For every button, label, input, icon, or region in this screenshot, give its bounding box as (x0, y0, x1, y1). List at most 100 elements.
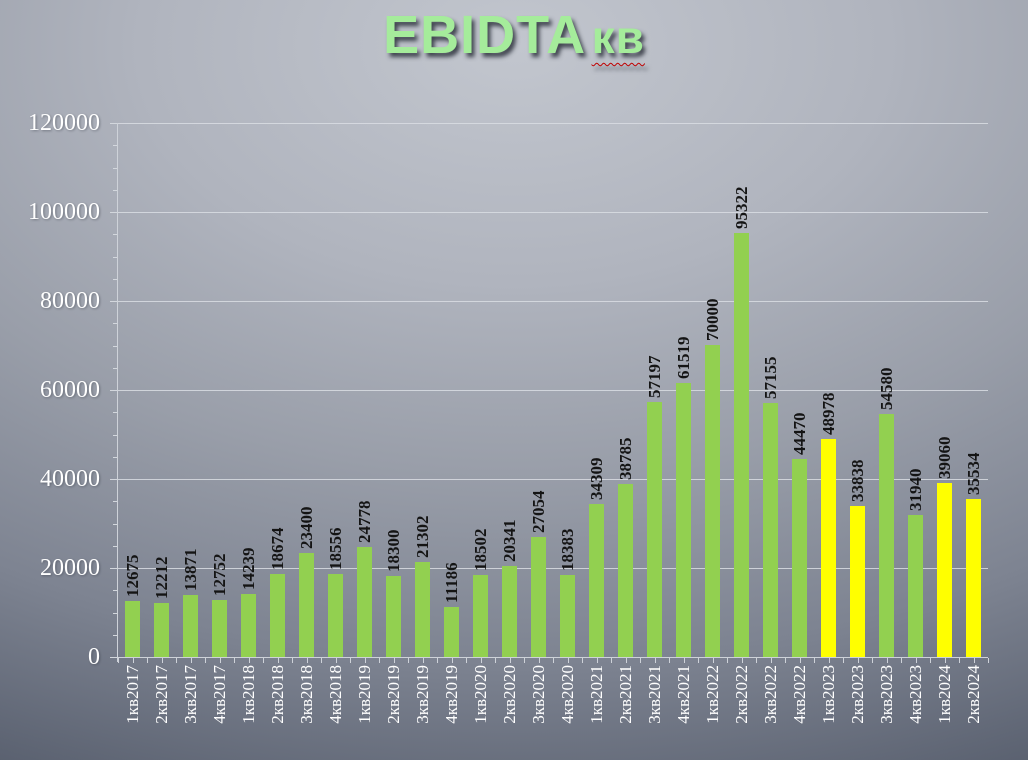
bar-value-label: 23400 (296, 506, 316, 550)
bar-4кв2023 (908, 515, 923, 657)
bar-2кв2017 (154, 603, 169, 657)
chart-title-main: EBIDTA (383, 5, 587, 65)
bar-value-label: 57155 (760, 356, 780, 400)
y-axis-minor-tick (113, 456, 118, 458)
bar-value-label: 31940 (905, 468, 925, 512)
bar-4кв2022 (792, 459, 807, 657)
y-axis-major-tick (110, 479, 118, 480)
bar-1кв2020 (473, 575, 488, 657)
bar-1кв2019 (357, 547, 372, 657)
x-axis-tick (582, 658, 583, 663)
x-axis-tick (959, 658, 960, 663)
y-gridline (118, 122, 988, 124)
y-axis-minor-tick (113, 545, 118, 547)
y-axis-minor-tick (113, 189, 118, 191)
x-axis-tick (683, 658, 685, 663)
y-axis-tick-label: 80000 (40, 288, 100, 314)
x-axis-category-label: 4кв2021 (673, 665, 693, 724)
bar-4кв2021 (676, 383, 691, 657)
x-axis-tick (263, 658, 264, 663)
bar-value-label: 18556 (325, 527, 345, 571)
bar-3кв2019 (415, 562, 430, 657)
x-axis-category-label: 4кв2020 (557, 665, 577, 724)
y-axis-minor-tick (113, 234, 118, 236)
x-axis-category-label: 1кв2020 (470, 665, 490, 724)
x-axis-category-label: 2кв2024 (963, 665, 983, 724)
x-axis-category-label: 1кв2017 (122, 665, 142, 724)
x-axis-tick (147, 658, 148, 663)
x-axis-category-label: 1кв2021 (586, 665, 606, 724)
x-axis-tick (321, 658, 322, 663)
bar-3кв2023 (879, 414, 894, 657)
x-axis-tick (306, 658, 308, 663)
bar-value-label: 18300 (383, 529, 403, 573)
x-axis-tick (857, 658, 859, 663)
bar-value-label: 27054 (528, 490, 548, 534)
y-axis-minor-tick (113, 434, 118, 436)
x-axis-tick (654, 658, 656, 663)
x-axis-tick (756, 658, 757, 663)
x-axis-tick (379, 658, 380, 663)
y-axis-tick-label: 60000 (40, 377, 100, 403)
y-axis-minor-tick (113, 367, 118, 369)
x-axis-tick (988, 658, 989, 663)
x-axis-tick (698, 658, 699, 663)
x-axis-category-label: 1кв2019 (354, 665, 374, 724)
bar-value-label: 57197 (644, 355, 664, 399)
x-axis-tick (451, 658, 453, 663)
bar-value-label: 12752 (209, 553, 229, 597)
x-axis-category-label: 2кв2019 (383, 665, 403, 724)
x-axis-tick (770, 658, 772, 663)
bar-value-label: 38785 (615, 437, 635, 481)
y-axis-minor-tick (113, 345, 118, 347)
x-axis-category-label: 3кв2019 (412, 665, 432, 724)
bar-value-label: 12675 (122, 554, 142, 598)
bar-value-label: 18674 (267, 527, 287, 571)
x-axis-tick (161, 658, 163, 663)
x-axis-category-label: 2кв2021 (615, 665, 635, 724)
bar-2кв2020 (502, 566, 517, 657)
x-axis-tick (785, 658, 786, 663)
x-axis-tick (944, 658, 946, 663)
x-axis-tick (814, 658, 815, 663)
bar-2кв2021 (618, 484, 633, 657)
y-axis-major-tick (110, 301, 118, 302)
x-axis-tick (741, 658, 743, 663)
x-axis-category-label: 1кв2024 (934, 665, 954, 724)
y-axis-major-tick (110, 657, 118, 658)
x-axis-tick (886, 658, 888, 663)
x-axis-tick (901, 658, 902, 663)
x-axis-category-label: 1кв2023 (818, 665, 838, 724)
bar-3кв2020 (531, 537, 546, 657)
x-axis-line (117, 657, 988, 658)
bar-value-label: 24778 (354, 500, 374, 544)
x-axis-category-label: 3кв2023 (876, 665, 896, 724)
x-axis-tick (234, 658, 235, 663)
x-axis-tick (437, 658, 438, 663)
x-axis-category-label: 4кв2023 (905, 665, 925, 724)
x-axis-tick (538, 658, 540, 663)
x-axis-tick (176, 658, 177, 663)
bar-1кв2018 (241, 594, 256, 657)
x-axis-category-label: 1кв2022 (702, 665, 722, 724)
bar-value-label: 44470 (789, 412, 809, 456)
x-axis-category-label: 4кв2018 (325, 665, 345, 724)
bar-2кв2023 (850, 506, 865, 657)
x-axis-category-label: 3кв2018 (296, 665, 316, 724)
y-axis-minor-tick (113, 523, 118, 525)
bar-3кв2022 (763, 403, 778, 657)
x-axis-category-label: 2кв2022 (731, 665, 751, 724)
x-axis-tick (973, 658, 975, 663)
bar-value-label: 14239 (238, 547, 258, 591)
x-axis-category-label: 3кв2022 (760, 665, 780, 724)
x-axis-tick (712, 658, 714, 663)
x-axis-tick (364, 658, 366, 663)
y-axis-tick-label: 20000 (40, 555, 100, 581)
x-axis-tick (669, 658, 670, 663)
y-axis-minor-tick (113, 501, 118, 503)
x-axis-tick (335, 658, 337, 663)
x-axis-category-label: 3кв2020 (528, 665, 548, 724)
y-axis-minor-tick (113, 612, 118, 614)
